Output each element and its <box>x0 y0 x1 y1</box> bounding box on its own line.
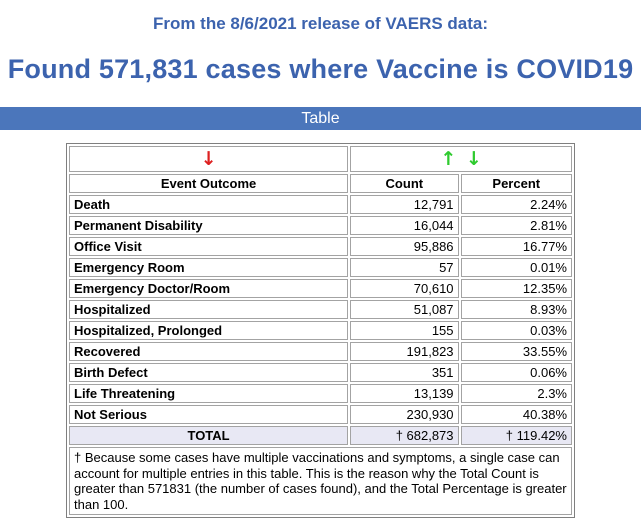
row-count: 155 <box>350 321 459 340</box>
row-percent: 8.93% <box>460 300 572 319</box>
row-outcome: Birth Defect <box>69 363 349 382</box>
footnote-row: † Because some cases have multiple vacci… <box>69 447 572 515</box>
total-percent: † 119.42% <box>460 426 572 445</box>
row-percent: 12.35% <box>460 279 572 298</box>
row-percent: 0.06% <box>460 363 572 382</box>
table-row: Emergency Room 57 0.01% <box>69 258 572 277</box>
values-sort-cell: ↑ ↓ <box>350 146 572 172</box>
table-row: Permanent Disability 16,044 2.81% <box>69 216 572 235</box>
row-count: 16,044 <box>350 216 459 235</box>
column-header-event-outcome: Event Outcome <box>69 174 349 193</box>
row-outcome: Hospitalized, Prolonged <box>69 321 349 340</box>
sort-row: ↓ ↑ ↓ <box>69 146 572 172</box>
row-count: 51,087 <box>350 300 459 319</box>
row-percent: 2.81% <box>460 216 572 235</box>
release-subtitle: From the 8/6/2021 release of VAERS data: <box>152 14 489 33</box>
row-count: 191,823 <box>350 342 459 361</box>
table-row: Hospitalized, Prolonged 155 0.03% <box>69 321 572 340</box>
row-percent: 33.55% <box>460 342 572 361</box>
table-section-bar: Table <box>0 107 641 130</box>
sort-values-up-arrow-icon[interactable]: ↑ <box>440 148 457 170</box>
row-outcome: Not Serious <box>69 405 349 424</box>
column-header-count: Count <box>350 174 459 193</box>
total-label: TOTAL <box>69 426 349 445</box>
row-outcome: Emergency Room <box>69 258 349 277</box>
page-title: Found 571,831 cases where Vaccine is COV… <box>7 54 634 84</box>
table-footnote: † Because some cases have multiple vacci… <box>69 447 572 515</box>
column-header-percent: Percent <box>460 174 572 193</box>
table-row: Birth Defect 351 0.06% <box>69 363 572 382</box>
results-table: ↓ ↑ ↓ Event Outcome Count Percent Death 1… <box>66 143 575 518</box>
row-percent: 40.38% <box>460 405 572 424</box>
table-row: Death 12,791 2.24% <box>69 195 572 214</box>
row-outcome: Death <box>69 195 349 214</box>
row-percent: 0.03% <box>460 321 572 340</box>
row-percent: 2.3% <box>460 384 572 403</box>
total-count: † 682,873 <box>350 426 459 445</box>
outcome-sort-cell: ↓ <box>69 146 349 172</box>
row-count: 351 <box>350 363 459 382</box>
row-count: 57 <box>350 258 459 277</box>
table-section-label: Table <box>301 110 340 127</box>
table-row: Office Visit 95,886 16.77% <box>69 237 572 256</box>
row-outcome: Emergency Doctor/Room <box>69 279 349 298</box>
row-outcome: Hospitalized <box>69 300 349 319</box>
row-count: 70,610 <box>350 279 459 298</box>
table-row: Life Threatening 13,139 2.3% <box>69 384 572 403</box>
row-percent: 0.01% <box>460 258 572 277</box>
header-row: Event Outcome Count Percent <box>69 174 572 193</box>
row-count: 13,139 <box>350 384 459 403</box>
table-body: Death 12,791 2.24% Permanent Disability 16,0… <box>69 195 572 424</box>
row-outcome: Office Visit <box>69 237 349 256</box>
row-count: 95,886 <box>350 237 459 256</box>
table-row: Recovered 191,823 33.55% <box>69 342 572 361</box>
sort-outcome-down-arrow-icon[interactable]: ↓ <box>200 148 217 170</box>
row-percent: 2.24% <box>460 195 572 214</box>
row-percent: 16.77% <box>460 237 572 256</box>
row-outcome: Permanent Disability <box>69 216 349 235</box>
total-row: TOTAL † 682,873 † 119.42% <box>69 426 572 445</box>
table-row: Emergency Doctor/Room 70,610 12.35% <box>69 279 572 298</box>
sort-values-down-arrow-icon[interactable]: ↓ <box>465 148 482 170</box>
table-row: Hospitalized 51,087 8.93% <box>69 300 572 319</box>
table-row: Not Serious 230,930 40.38% <box>69 405 572 424</box>
row-count: 12,791 <box>350 195 459 214</box>
row-outcome: Recovered <box>69 342 349 361</box>
row-count: 230,930 <box>350 405 459 424</box>
row-outcome: Life Threatening <box>69 384 349 403</box>
